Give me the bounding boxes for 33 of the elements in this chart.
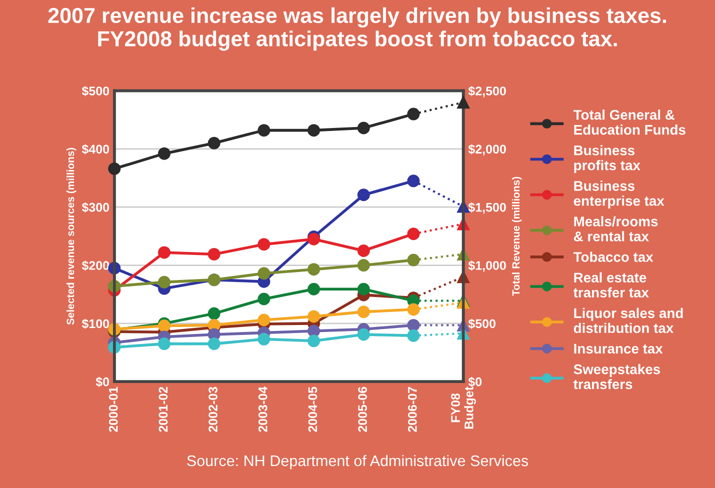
x-tick-label: 2005-06 [358, 386, 367, 432]
y2-tick-label: $500 [468, 318, 496, 329]
x-tick-label: 2004-05 [308, 386, 318, 432]
legend-label: Sweepstakes transfers [573, 364, 660, 390]
legend-label: Real estate transfer tax [573, 272, 649, 298]
chart-title: 2007 revenue increase was largely driven by business taxes. FY2008 budget anticipates boost from tobacco tax. [48, 7, 666, 51]
legend-label: Business profits tax [574, 145, 640, 174]
x-tick-label: 2006-07 [408, 387, 417, 432]
x-tick-label: 2003-04 [258, 386, 268, 432]
y-tick-label: $300 [82, 202, 110, 213]
y2-tick-label: $1,000 [468, 260, 506, 272]
y2-tick-label: $1,500 [468, 202, 506, 214]
y2-tick-label: $0 [468, 376, 482, 388]
source-note: Source: NH Department of Administrative Services [187, 454, 528, 470]
y2-tick-label: $2,000 [468, 144, 506, 156]
x-tick-label: 2002-03 [208, 386, 218, 432]
y2-axis-title: Total Revenue (millions) [512, 176, 522, 296]
y-tick-label: $0 [96, 376, 110, 388]
y-tick-label: $100 [82, 318, 110, 329]
y-tick-label: $500 [82, 86, 110, 96]
y-tick-label: $400 [82, 144, 110, 154]
legend-label: Business enterprise tax [574, 180, 664, 209]
legend-label: Tobacco tax [573, 252, 654, 262]
legend-label: Insurance tax [574, 344, 663, 354]
y2-tick-label: $2,500 [468, 86, 506, 98]
y-axis-title: Selected revenue sources (millions) [66, 148, 76, 325]
legend-label: Meals/rooms & rental tax [574, 216, 658, 242]
legend-label: Total General & Education Funds [573, 110, 686, 135]
legend-label: Liquor sales and distribution tax [574, 308, 683, 334]
x-tick-label: 2001-02 [158, 386, 168, 432]
x-tick-label: 2000-01 [108, 386, 118, 432]
x-tick-label: FY08 Budget [451, 386, 476, 429]
y-tick-label: $200 [82, 260, 110, 271]
